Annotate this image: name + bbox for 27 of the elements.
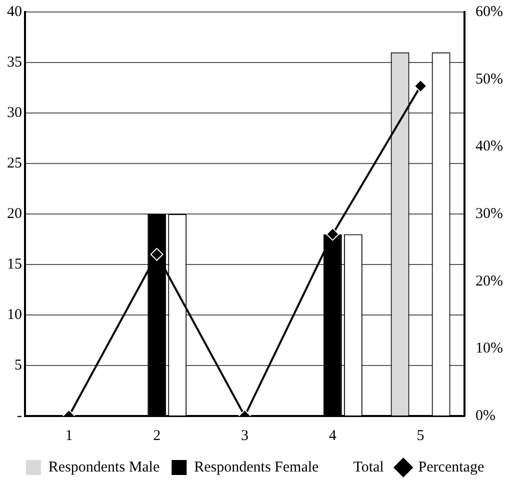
y-tick-label: 10 xyxy=(7,306,22,323)
x-tick-label: 5 xyxy=(416,428,424,444)
point xyxy=(326,228,340,241)
y2-tick-label: 0% xyxy=(476,408,496,424)
legend-label: Respondents Female xyxy=(194,459,320,476)
y-tick-label: 30 xyxy=(7,104,22,121)
text: Total xyxy=(353,459,384,476)
y-tick-label: 35 xyxy=(7,54,22,70)
y2-tick-label: 40% xyxy=(476,138,504,155)
legend-label: Percentage xyxy=(418,459,484,476)
y-tick-label: 40 xyxy=(7,4,22,20)
legend-label: Respondents Male xyxy=(48,459,160,476)
y2-tick-label: 60% xyxy=(476,4,504,20)
x-tick-label: 1 xyxy=(65,428,73,444)
y-tick-label: 5 xyxy=(14,357,22,374)
y2-tick-label: 30% xyxy=(476,206,504,222)
y-tick-label: - xyxy=(17,408,22,424)
x-tick-label: 2 xyxy=(153,428,161,444)
y2-tick-label: 50% xyxy=(476,71,504,88)
y2-tick-label: 10% xyxy=(476,340,504,357)
y-tick-label: 20 xyxy=(7,206,22,222)
x-tick-label: 4 xyxy=(328,428,337,444)
y-tick-label: 25 xyxy=(7,155,22,172)
x-tick-label: 3 xyxy=(241,428,248,444)
point xyxy=(150,248,164,261)
y2-tick-label: 20% xyxy=(476,273,504,290)
y-tick-label: 15 xyxy=(7,256,22,272)
